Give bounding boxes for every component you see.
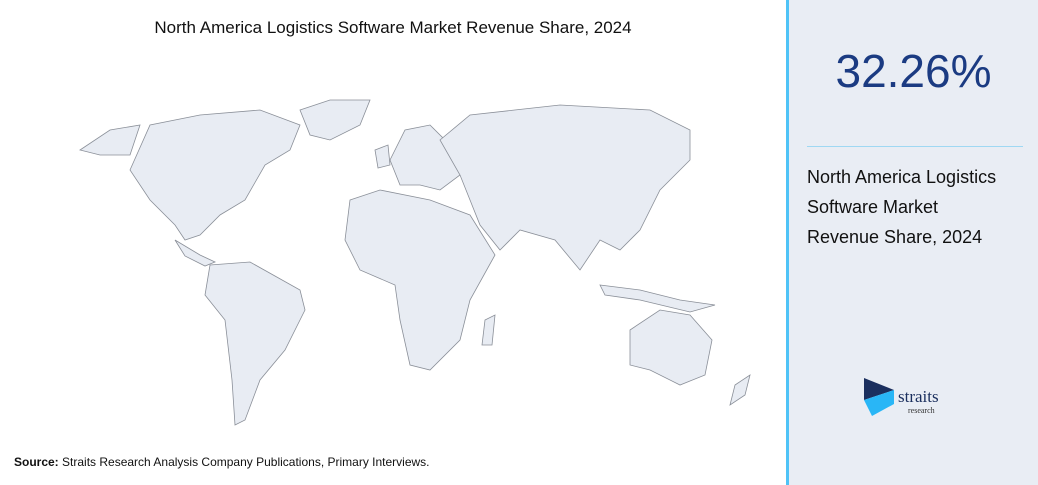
world-map [79,99,751,426]
logo: straits research [864,378,939,416]
stat-description: North America Logistics Software Market … [807,167,997,247]
title: North America Logistics Software Market … [154,18,632,37]
source: Source: Straits Research Analysis Compan… [14,455,430,469]
stat-panel: 32.26% North America Logistics Software … [786,0,1038,485]
logo-tagline: research [908,406,935,415]
source-label: Source: [14,455,59,469]
divider [807,146,1023,147]
logo-name: straits [898,387,939,406]
source-text: Straits Research Analysis Company Public… [62,455,430,469]
stat-value: 32.26% [835,45,992,97]
